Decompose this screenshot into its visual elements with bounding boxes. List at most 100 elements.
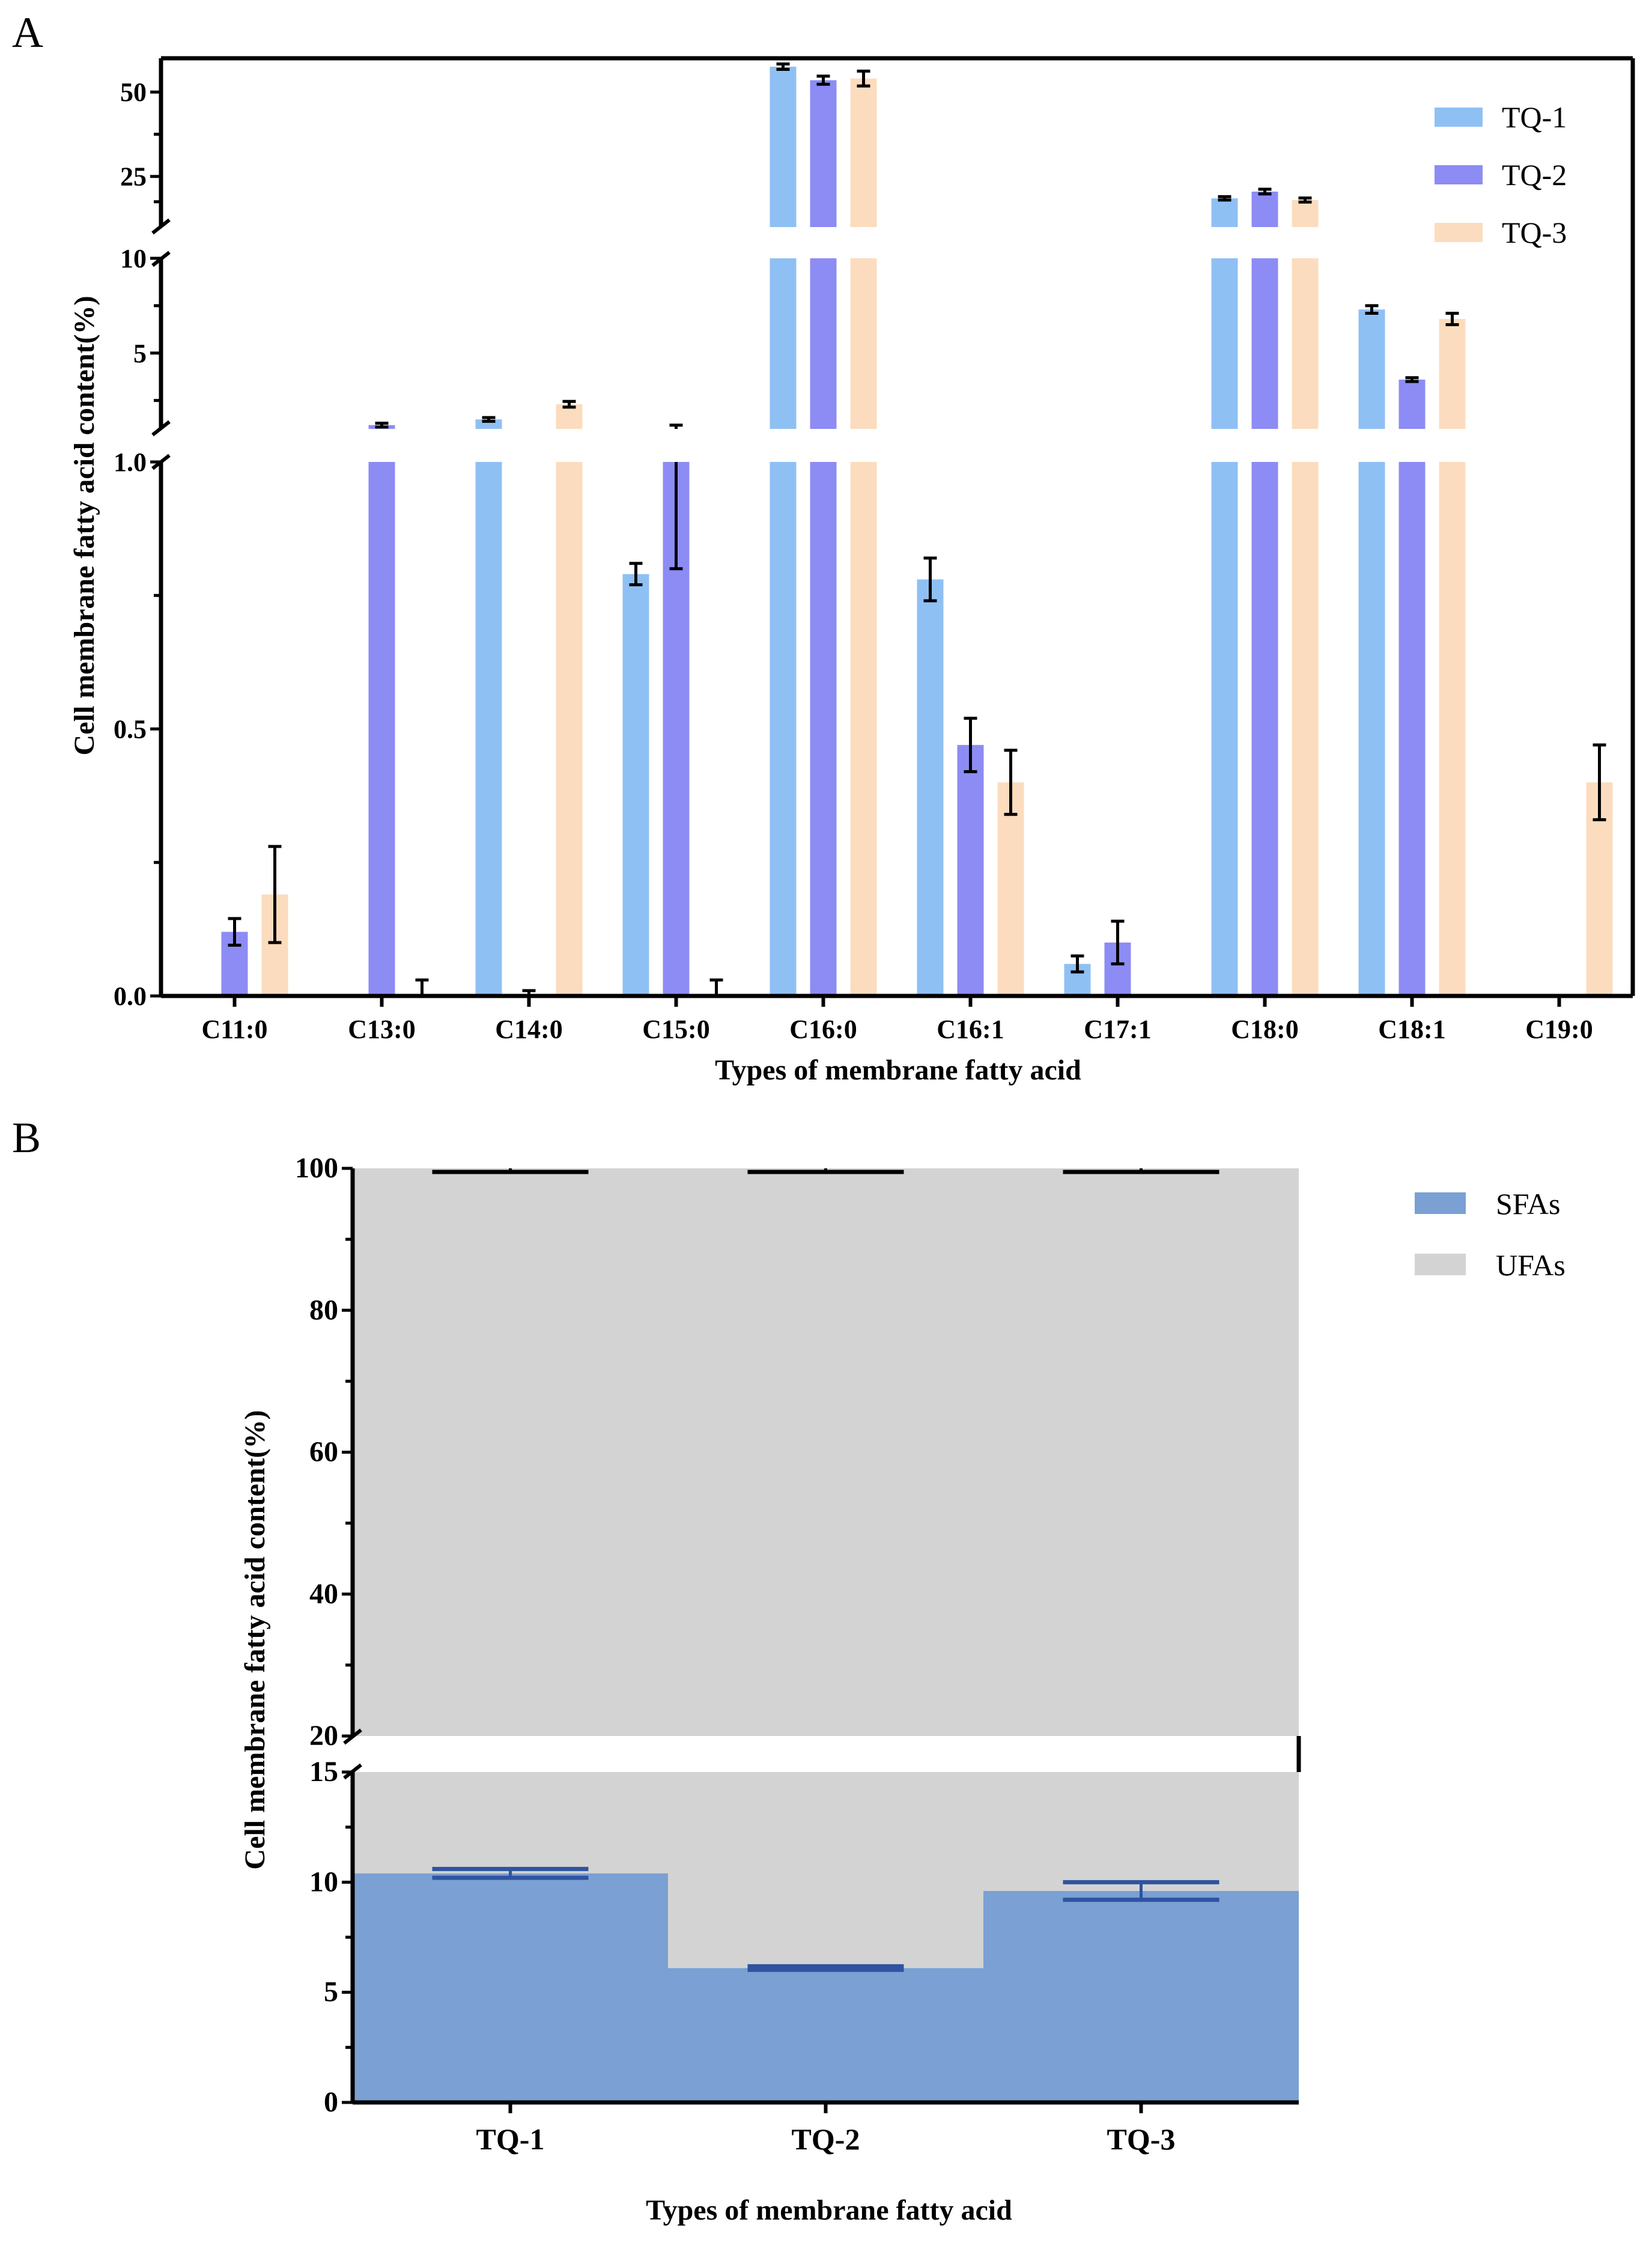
y-tick-label: 100: [295, 1152, 338, 1184]
y-tick-label: 10: [120, 244, 147, 273]
bar-ufas-lower-tq-3: [983, 1772, 1299, 1891]
y-tick-label: 0: [324, 2086, 338, 2118]
bar-tq-1-C18-1: [1358, 309, 1385, 997]
bar-tq-1-C14-0: [475, 419, 502, 996]
panel-a-bars: [221, 67, 1613, 997]
error-bar-tq-3-C16-1: [1004, 748, 1018, 816]
panel-b-y-ticks: 0 5 10 15 20 40 60 80 100: [295, 1152, 353, 2118]
y-tick-label: 15: [309, 1756, 338, 1788]
y-tick-label: 80: [309, 1294, 338, 1326]
y-tick-label: 50: [120, 77, 147, 107]
error-bar-tq-3-C14-0: [562, 399, 576, 409]
error-bar-sfas-tq-3: [1063, 1880, 1219, 1902]
bar-tq-2-C18-0: [1251, 191, 1278, 996]
x-tick-label: TQ-1: [476, 2122, 545, 2156]
y-tick-label: 60: [309, 1436, 338, 1468]
bar-tq-2-C16-0: [810, 80, 837, 996]
y-tick-label: 0.5: [114, 715, 147, 744]
error-bar-tq-2-C16-1: [964, 717, 977, 774]
error-bar-tq-1-C18-1: [1365, 304, 1379, 315]
axis-break-upper: [163, 227, 1631, 258]
legend-label-tq-3: TQ-3: [1502, 216, 1567, 249]
y-tick-label: 25: [120, 162, 147, 192]
y-tick-label: 10: [309, 1866, 338, 1898]
bar-tq-3-C14-0: [556, 404, 583, 996]
error-bar-ufas-tq-3: [1063, 1168, 1219, 1174]
legend-swatch-sfas: [1415, 1192, 1466, 1214]
error-bar-tq-1-C15-0: [629, 562, 643, 586]
bar-tq-3-C16-1: [997, 782, 1024, 996]
y-tick-label: 5: [133, 339, 147, 368]
panel-a-label: A: [12, 8, 43, 56]
x-tick-label: C15:0: [642, 1015, 709, 1044]
panel-a-axis-breaks: [163, 227, 1631, 462]
bar-tq-1-C16-1: [917, 579, 944, 996]
panel-a-x-axis-title: Types of membrane fatty acid: [715, 1054, 1081, 1086]
panel-b-x-ticks: TQ-1 TQ-2 TQ-3: [476, 2102, 1176, 2156]
legend-swatch-tq-3: [1435, 223, 1483, 242]
error-bar-tq-3-C15-0: [709, 978, 723, 998]
error-bar-sfas-tq-1: [432, 1866, 589, 1880]
error-bar-tq-2-C17-1: [1111, 920, 1125, 966]
y-tick-label: 5: [324, 1976, 338, 2008]
error-bar-tq-1-C16-0: [776, 62, 790, 71]
bar-ufas-tq-1: [353, 1168, 668, 1736]
bar-tq-2-C13-0: [368, 425, 395, 996]
bar-tq-3-C16-0: [850, 78, 877, 997]
bar-ufas-tq-3: [983, 1168, 1299, 1736]
error-bar-tq-3-C13-0: [415, 978, 429, 998]
error-bar-tq-3-C11-0: [268, 845, 282, 944]
y-tick-label: 40: [309, 1578, 338, 1610]
error-bar-tq-2-C13-0: [375, 422, 389, 429]
error-bar-tq-1-C14-0: [482, 416, 496, 423]
bar-sfas-tq-3: [983, 1891, 1299, 2102]
bar-tq-3-C18-1: [1439, 318, 1466, 996]
x-tick-label: C13:0: [348, 1015, 415, 1044]
legend-label-tq-1: TQ-1: [1502, 100, 1567, 134]
error-bar-ufas-tq-2: [747, 1168, 904, 1174]
x-tick-label: C16:0: [789, 1015, 857, 1044]
y-tick-label: 20: [309, 1720, 338, 1752]
bar-ufas-lower-tq-1: [353, 1772, 668, 1874]
error-bar-sfas-tq-2: [747, 1964, 904, 1972]
legend-label-ufas: UFAs: [1496, 1248, 1565, 1282]
error-bar-tq-3-C16-0: [857, 69, 870, 88]
error-bar-tq-1-C16-1: [923, 556, 937, 602]
x-tick-label: TQ-3: [1107, 2122, 1176, 2156]
y-tick-label: 0.0: [114, 982, 147, 1011]
panel-b-bars: [353, 1168, 1299, 2102]
error-bar-ufas-tq-1: [432, 1168, 589, 1174]
axis-break-mark: [151, 218, 171, 235]
x-tick-label: C17:1: [1084, 1015, 1151, 1044]
bar-sfas-tq-2: [668, 1968, 983, 2102]
axis-break-mark: [151, 420, 171, 437]
x-tick-label: C18:1: [1378, 1015, 1445, 1044]
panel-b-legend: SFAs UFAs: [1415, 1187, 1565, 1282]
x-tick-label: TQ-2: [792, 2122, 860, 2156]
panel-b: B 0 5 10 15 20 40 60 80 100 TQ-1 TQ-2 TQ-3 Types o…: [12, 1114, 1565, 2226]
panel-b-y-axis-title: Cell membrane fatty acid content(%): [239, 1410, 271, 1869]
legend-label-tq-2: TQ-2: [1502, 158, 1567, 192]
x-tick-label: C16:1: [937, 1015, 1004, 1044]
bar-tq-1-C16-0: [770, 67, 797, 996]
error-bar-tq-3-C19-0: [1593, 743, 1606, 822]
bar-ufas-lower-tq-2: [668, 1772, 983, 1968]
legend-swatch-tq-1: [1435, 108, 1483, 127]
panel-a-y-axis-title: Cell membrane fatty acid content(%): [68, 296, 100, 755]
panel-b-label: B: [12, 1114, 41, 1162]
error-bar-tq-2-C18-0: [1258, 187, 1272, 196]
error-bar-tq-3-C18-0: [1298, 196, 1312, 204]
legend-swatch-tq-2: [1435, 165, 1483, 184]
error-bar-tq-2-C18-1: [1405, 376, 1419, 383]
panel-a-x-ticks: C11:0 C13:0 C14:0 C15:0 C16:0 C16:1 C17:1 C18:0…: [202, 996, 1593, 1044]
error-bar-tq-1-C17-1: [1070, 954, 1084, 974]
x-tick-label: C18:0: [1231, 1015, 1298, 1044]
error-bar-tq-2-C16-0: [816, 74, 830, 86]
legend-label-sfas: SFAs: [1496, 1187, 1560, 1221]
legend-swatch-ufas: [1415, 1254, 1466, 1275]
bar-sfas-tq-1: [353, 1873, 668, 2102]
error-bar-tq-2-C11-0: [228, 917, 241, 947]
bar-ufas-tq-2: [668, 1168, 983, 1736]
